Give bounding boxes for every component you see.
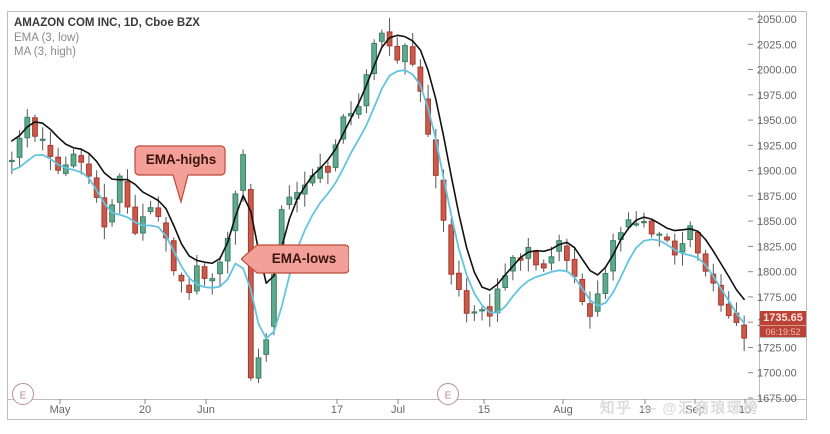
svg-text:2025.00: 2025.00 [757,39,797,51]
svg-text:2000.00: 2000.00 [757,65,797,77]
svg-text:1725.00: 1725.00 [757,343,797,355]
svg-text:1850.00: 1850.00 [757,216,797,228]
svg-text:EMA-lows: EMA-lows [272,251,337,266]
svg-text:1825.00: 1825.00 [757,241,797,253]
svg-text:1675.00: 1675.00 [757,393,797,405]
svg-text:E: E [445,391,452,402]
svg-text:2050.00: 2050.00 [757,14,797,26]
svg-text:May: May [50,404,71,416]
svg-text:20: 20 [139,404,151,416]
svg-text:17: 17 [331,404,343,416]
svg-text:1925.00: 1925.00 [757,140,797,152]
svg-text:Aug: Aug [553,404,573,416]
svg-text:EMA-highs: EMA-highs [146,152,217,167]
svg-text:Jun: Jun [197,404,215,416]
svg-text:1975.00: 1975.00 [757,90,797,102]
svg-text:1900.00: 1900.00 [757,166,797,178]
svg-text:1800.00: 1800.00 [757,267,797,279]
svg-text:1950.00: 1950.00 [757,115,797,127]
svg-text:1700.00: 1700.00 [757,368,797,380]
svg-text:1775.00: 1775.00 [757,292,797,304]
svg-text:1875.00: 1875.00 [757,191,797,203]
svg-text:15: 15 [478,404,490,416]
svg-text:Jul: Jul [391,404,405,416]
svg-text:E: E [20,391,27,402]
